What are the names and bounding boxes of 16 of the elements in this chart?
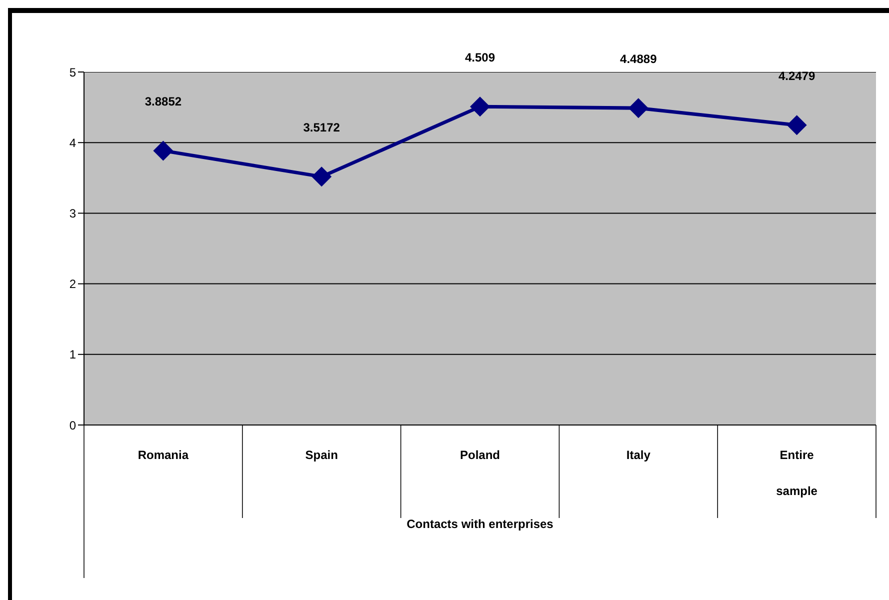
x-tick-label: Spain <box>305 448 338 462</box>
data-label: 4.4889 <box>620 52 658 66</box>
x-axis-title: Contacts with enterprises <box>406 517 554 531</box>
y-tick-label: 1 <box>69 348 76 362</box>
y-tick-label: 0 <box>69 418 76 432</box>
x-tick-label: Italy <box>626 448 651 462</box>
category-label: Entire sample <box>776 448 818 498</box>
data-label: 3.5172 <box>303 120 340 135</box>
x-tick-label: Romania <box>138 448 189 462</box>
data-label: 4.509 <box>464 50 496 65</box>
data-label: 3.8852 <box>144 94 182 109</box>
y-tick-label: 4 <box>69 136 76 150</box>
y-tick-label: 2 <box>69 277 76 292</box>
x-tick-label: Poland <box>460 448 500 462</box>
y-tick-label: 3 <box>69 206 76 220</box>
y-tick-label: 5 <box>69 65 76 80</box>
